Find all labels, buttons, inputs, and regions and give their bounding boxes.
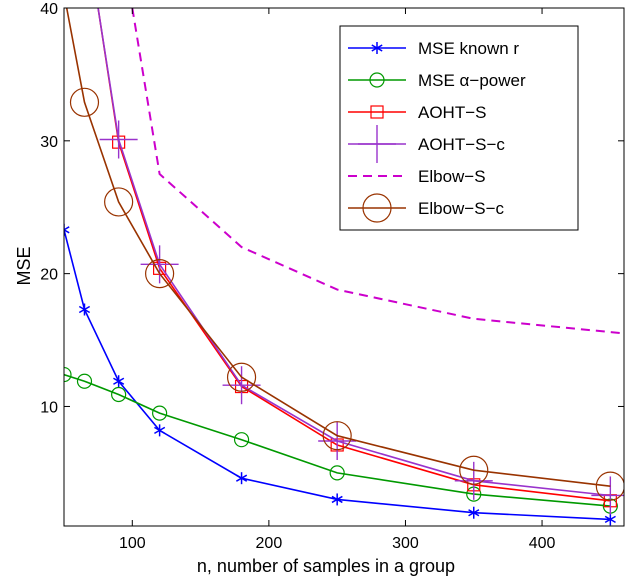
x-tick-label: 200 <box>256 535 283 552</box>
data-point-elbow-s-c <box>459 455 489 485</box>
legend-item-mse-power: MSE α−power <box>348 71 526 90</box>
legend-marker-mse-power <box>369 72 385 88</box>
series-mse-known-r <box>64 223 616 526</box>
series-line-elbow-s <box>131 8 624 335</box>
legend-item-aoht-s: AOHT−S <box>348 103 487 122</box>
legend-marker-aoht-s-c <box>358 125 396 163</box>
legend-label-aoht-s: AOHT−S <box>418 103 487 122</box>
legend-marker-aoht-s <box>370 105 384 119</box>
x-tick-label: 400 <box>529 535 556 552</box>
data-point-mse-known-r <box>331 493 343 506</box>
data-point-mse-power <box>233 432 250 448</box>
x-tick-label: 300 <box>392 535 419 552</box>
data-point-mse-known-r <box>113 375 125 388</box>
legend-label-aoht-s-c: AOHT−S−c <box>418 135 505 154</box>
data-point-elbow-s-c <box>322 421 352 451</box>
data-point-mse-power <box>329 465 345 481</box>
legend-label-elbow-s-c: Elbow−S−c <box>418 199 504 218</box>
data-point-mse-known-r <box>78 303 91 316</box>
series-mse-power <box>64 366 618 514</box>
data-point-aoht-s-c <box>140 245 179 284</box>
data-point-mse-known-r <box>154 424 166 437</box>
legend-item-elbow-s: Elbow−S <box>348 167 486 186</box>
data-point-aoht-s-c <box>99 120 138 159</box>
x-axis-label: n, number of samples in a group <box>197 556 455 576</box>
data-point-elbow-s-c <box>104 187 134 217</box>
data-point-mse-known-r <box>64 223 70 236</box>
series-line-mse-known-r <box>64 229 611 521</box>
legend-item-mse-known-r: MSE known r <box>348 39 519 58</box>
legend-marker-elbow-s-c <box>362 193 392 223</box>
data-point-mse-power <box>111 386 127 403</box>
legend-item-aoht-s-c: AOHT−S−c <box>348 125 505 163</box>
series-aoht-s-c <box>97 8 624 515</box>
data-point-elbow-s-c <box>595 471 624 501</box>
legend: MSE known r MSE α−power AOHT−S AOHT−S−c Elbo… <box>339 25 579 231</box>
legend-label-mse-known-r: MSE known r <box>418 39 519 58</box>
data-point-aoht-s-c <box>454 461 493 500</box>
legend-marker-mse-known-r <box>371 42 383 54</box>
y-tick-label: 20 <box>40 267 58 284</box>
series-elbow-s-c <box>65 8 624 501</box>
legend-label-elbow-s: Elbow−S <box>418 167 486 186</box>
legend-label-mse-power: MSE α−power <box>418 71 526 90</box>
y-tick-label: 40 <box>40 1 58 18</box>
data-point-mse-power <box>152 405 168 421</box>
legend-item-elbow-s-c: Elbow−S−c <box>348 193 504 223</box>
series-line-mse-power <box>64 373 611 507</box>
data-point-elbow-s-c <box>226 362 257 392</box>
data-point-mse-known-r <box>468 506 480 519</box>
series-line-elbow-s-c <box>65 8 611 487</box>
axes: 100 200 300 400 10 20 30 40 <box>40 1 625 552</box>
y-tick-label: 30 <box>40 134 58 151</box>
data-point-aoht-s-c <box>591 476 624 515</box>
legend-box <box>339 25 579 231</box>
plot-frame <box>63 7 625 527</box>
y-axis-label: MSE <box>14 246 34 285</box>
data-point-mse-known-r <box>604 513 616 526</box>
series-elbow-s <box>131 8 624 335</box>
data-point-mse-known-r <box>235 472 248 485</box>
data-point-elbow-s-c <box>69 87 100 117</box>
data-point-mse-power <box>64 366 72 383</box>
plot-area <box>64 8 624 526</box>
data-point-elbow-s-c <box>145 259 175 289</box>
y-tick-label: 10 <box>40 399 58 416</box>
x-tick-label: 100 <box>119 535 146 552</box>
data-point-mse-power <box>76 373 93 389</box>
